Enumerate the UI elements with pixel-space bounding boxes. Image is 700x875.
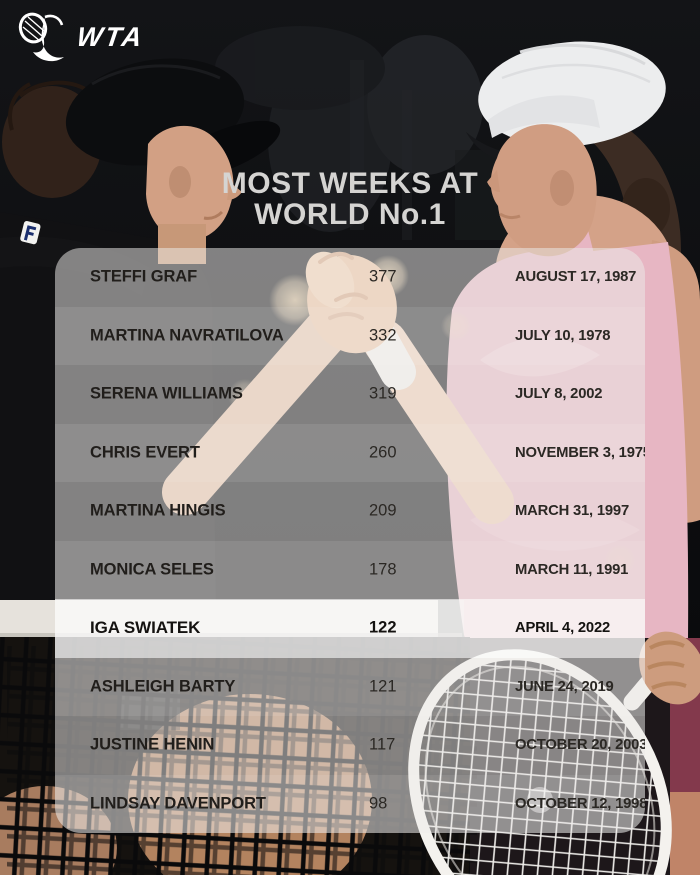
player-name: STEFFI GRAF <box>90 267 198 286</box>
face-right <box>487 124 597 257</box>
date-value: JULY 8, 2002 <box>515 386 603 403</box>
title-line-1: MOST WEEKS AT <box>221 167 479 200</box>
date-value: OCTOBER 20, 2003 <box>515 737 645 754</box>
table-row: SERENA WILLIAMS 319 JULY 8, 2002 <box>55 365 645 424</box>
weeks-value: 178 <box>369 560 397 579</box>
page-title: MOST WEEKS AT WORLD No.1 <box>0 168 700 230</box>
weeks-value: 260 <box>369 443 397 462</box>
date-value: OCTOBER 12, 1998 <box>515 795 645 812</box>
wta-player-logo-icon <box>18 12 64 62</box>
table-row: CHRIS EVERT 260 NOVEMBER 3, 1975 <box>55 423 645 482</box>
player-name: IGA SWIATEK <box>90 618 201 638</box>
title-line-2: WORLD No.1 <box>254 198 446 231</box>
player-name: JUSTINE HENIN <box>90 735 215 754</box>
weeks-value: 117 <box>369 735 396 754</box>
weeks-value: 122 <box>369 618 397 637</box>
weeks-value: 121 <box>369 677 397 696</box>
date-value: JUNE 24, 2019 <box>515 678 614 695</box>
face-left <box>146 125 242 264</box>
table-row: ASHLEIGH BARTY 121 JUNE 24, 2019 <box>55 657 645 716</box>
player-name: MARTINA NAVRATILOVA <box>90 326 284 345</box>
wta-wordmark: WTA <box>74 21 147 52</box>
gripping-hand <box>639 631 700 705</box>
table-row: LINDSAY DAVENPORT 98 OCTOBER 12, 1998 <box>55 774 645 833</box>
weeks-value: 98 <box>369 794 388 813</box>
table-row: STEFFI GRAF 377 AUGUST 17, 1987 <box>55 248 645 307</box>
table-row: IGA SWIATEK 122 APRIL 4, 2022 <box>55 599 645 658</box>
leaderboard-panel: STEFFI GRAF 377 AUGUST 17, 1987 MARTINA … <box>55 248 645 833</box>
table-row: JUSTINE HENIN 117 OCTOBER 20, 2003 <box>55 716 645 775</box>
weeks-value: 209 <box>369 501 397 520</box>
player-name: MONICA SELES <box>90 560 214 579</box>
fila-logo <box>20 220 41 245</box>
weeks-value: 319 <box>369 384 397 403</box>
wta-logo: WTA <box>16 12 147 62</box>
player-name: ASHLEIGH BARTY <box>90 677 236 696</box>
table-row: MONICA SELES 178 MARCH 11, 1991 <box>55 540 645 599</box>
date-value: AUGUST 17, 1987 <box>515 269 637 286</box>
player-name: CHRIS EVERT <box>90 443 200 462</box>
white-cap <box>466 41 666 163</box>
date-value: JULY 10, 1978 <box>515 327 611 344</box>
player-name: LINDSAY DAVENPORT <box>90 794 266 813</box>
player-name: MARTINA HINGIS <box>90 501 226 520</box>
weeks-value: 377 <box>369 267 397 286</box>
date-value: MARCH 31, 1997 <box>515 503 629 520</box>
table-row: MARTINA HINGIS 209 MARCH 31, 1997 <box>55 482 645 541</box>
player-name: SERENA WILLIAMS <box>90 384 243 403</box>
date-value: MARCH 11, 1991 <box>515 561 629 578</box>
date-value: NOVEMBER 3, 1975 <box>515 444 645 461</box>
weeks-value: 332 <box>369 326 397 345</box>
table-row: MARTINA NAVRATILOVA 332 JULY 10, 1978 <box>55 306 645 365</box>
date-value: APRIL 4, 2022 <box>515 620 611 637</box>
